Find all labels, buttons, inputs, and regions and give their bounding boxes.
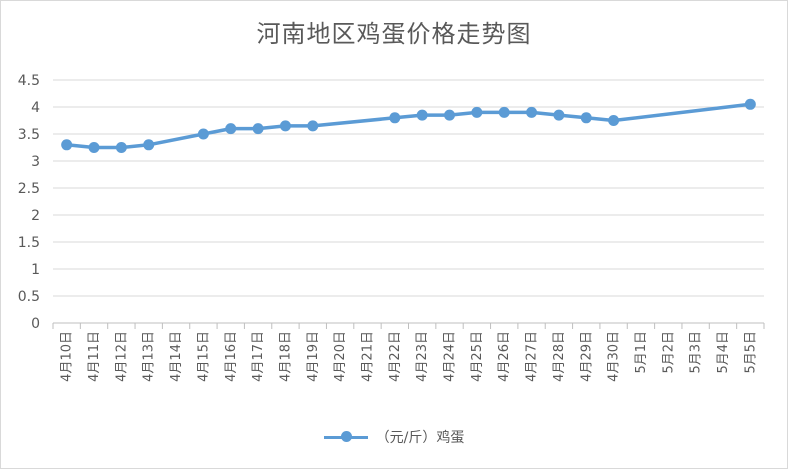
series-layer [61, 98, 756, 153]
x-tick-label: 4月11日 [87, 331, 102, 382]
y-tick-label: 3.5 [18, 127, 40, 143]
x-tick-label: 5月2日 [661, 331, 676, 374]
data-point [115, 142, 127, 153]
data-point [307, 120, 319, 132]
x-tick-label: 4月28日 [552, 331, 567, 382]
x-axis: 4月10日 4月11日 4月12日 4月13日 4月14日 4月15日 4月16日 4月17日… [52, 322, 765, 382]
chart-title: 河南地区鸡蛋价格走势图 [256, 20, 532, 48]
x-tick-label: 4月16日 [224, 331, 239, 382]
x-tick-label: 4月20日 [333, 331, 348, 382]
y-tick-label: 1 [31, 262, 40, 278]
x-tick-label: 4月10日 [60, 331, 75, 382]
y-axis: 0 0.5 1 1.5 2 2.5 3 3.5 4 4.5 [18, 73, 40, 332]
x-tick-label: 4月14日 [169, 331, 184, 382]
data-point [88, 142, 100, 153]
gridlines [53, 79, 764, 297]
x-tick-label: 4月26日 [497, 331, 512, 382]
x-tick-label: 4月27日 [525, 331, 540, 382]
x-tick-label: 4月18日 [278, 331, 293, 382]
legend-label: （元/斤）鸡蛋 [375, 430, 465, 446]
data-point [444, 109, 456, 121]
y-tick-label: 0 [31, 316, 40, 332]
y-tick-label: 2 [31, 208, 40, 224]
x-tick-label: 4月24日 [443, 331, 458, 382]
x-tick-label: 4月21日 [360, 331, 375, 382]
x-tick-label: 5月1日 [634, 331, 649, 374]
x-tick-label: 5月4日 [716, 331, 731, 374]
x-tick-label: 4月12日 [114, 331, 129, 382]
data-point [471, 106, 483, 118]
x-tick-label: 4月15日 [196, 331, 211, 382]
data-point [744, 98, 756, 110]
x-tick-label: 4月13日 [142, 331, 157, 382]
legend: （元/斤）鸡蛋 [0, 427, 788, 447]
data-point [61, 139, 73, 151]
x-tick-label: 4月29日 [579, 331, 594, 382]
y-tick-label: 2.5 [18, 181, 40, 197]
series-line [64, 102, 753, 150]
y-tick-label: 4 [31, 100, 40, 116]
data-point [416, 109, 428, 121]
x-tick-label: 4月22日 [388, 331, 403, 382]
x-tick-label: 4月19日 [306, 331, 321, 382]
x-tick-label: 4月17日 [251, 331, 266, 382]
data-point [225, 123, 237, 135]
y-tick-label: 1.5 [18, 235, 40, 251]
data-point [608, 115, 620, 126]
y-tick-label: 0.5 [18, 289, 40, 305]
data-point [553, 109, 565, 121]
data-point [498, 106, 510, 118]
x-tick-label: 4月30日 [607, 331, 622, 382]
data-point [580, 112, 592, 124]
data-point [279, 120, 291, 132]
data-point [526, 106, 538, 118]
x-tick-label: 5月5日 [743, 331, 758, 374]
y-tick-label: 3 [31, 154, 40, 170]
legend-marker [323, 431, 368, 443]
x-tick-label: 4月25日 [470, 331, 485, 382]
x-tick-label: 5月3日 [689, 331, 704, 374]
data-point [197, 128, 209, 140]
y-tick-label: 4.5 [18, 73, 40, 89]
x-tick-label: 4月23日 [415, 331, 430, 382]
data-point [389, 112, 401, 124]
data-point [143, 139, 155, 151]
data-point [252, 123, 264, 135]
